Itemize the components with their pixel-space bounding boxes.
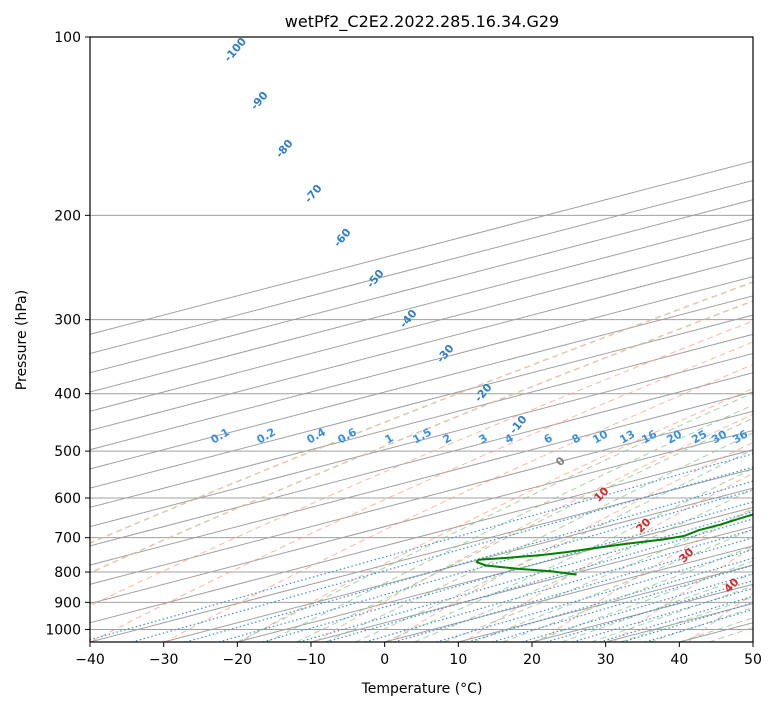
moist-adiabat — [355, 449, 753, 642]
mixing-ratio-line — [467, 557, 753, 642]
x-tick-label: 10 — [449, 652, 467, 668]
isotherm-line — [237, 506, 753, 642]
isotherm-line — [90, 449, 753, 624]
x-tick-label: −40 — [75, 652, 105, 668]
x-tick-label: 20 — [523, 652, 541, 668]
isotherm-line — [90, 179, 753, 355]
x-tick-label: −20 — [223, 652, 253, 668]
dry-adiabat — [613, 546, 753, 642]
y-tick-label: 300 — [54, 313, 81, 329]
y-tick-label: 900 — [54, 595, 81, 611]
x-tick-label: 40 — [670, 652, 688, 668]
isotherm-line — [90, 468, 753, 642]
chart-title: wetPf2_C2E2.2022.285.16.34.G29 — [285, 12, 559, 32]
moist-adiabat — [472, 528, 753, 642]
y-axis-title: Pressure (hPa) — [14, 290, 30, 390]
moist-adiabat — [531, 560, 753, 642]
isotherm-line — [90, 276, 753, 451]
isotherm-line — [90, 429, 753, 605]
x-tick-label: −10 — [296, 652, 326, 668]
dewpoint-profile-line — [475, 513, 753, 576]
mixing-ratio-line — [90, 453, 753, 641]
x-tick-label: 50 — [744, 652, 762, 668]
dry-adiabat — [90, 341, 753, 642]
isotherm-line — [90, 314, 753, 489]
dry-adiabat — [90, 320, 753, 607]
isotherm-line — [90, 218, 753, 393]
moist-adiabat — [237, 392, 753, 642]
isotherm-line — [90, 333, 753, 508]
dry-adiabat — [389, 441, 753, 642]
x-tick-label: 30 — [597, 652, 615, 668]
moist-adiabat — [384, 467, 753, 642]
mixing-ratio-line — [325, 518, 753, 642]
x-axis-title: Temperature (°C) — [361, 681, 483, 697]
isotherm-line — [90, 410, 753, 585]
profile-lines — [475, 513, 753, 576]
isotherm-line — [90, 237, 753, 412]
mixing-ratio-line — [185, 480, 753, 642]
y-tick-label: 500 — [54, 444, 81, 460]
y-tick-label: 100 — [54, 30, 81, 46]
x-tick-label: −30 — [149, 652, 179, 668]
y-tick-label: 200 — [54, 208, 81, 224]
moist-adiabat — [443, 509, 753, 642]
moist-adiabat — [266, 404, 753, 642]
y-tick-label: 700 — [54, 531, 81, 547]
dry-adiabat — [538, 507, 753, 642]
mixing-ratio-line — [131, 466, 753, 642]
y-tick-label: 400 — [54, 387, 81, 403]
y-tick-label: 800 — [54, 565, 81, 581]
isotherm-line — [90, 256, 753, 431]
mixing-ratio-line — [365, 529, 753, 642]
axes: −40 −30 −20 −10 0 10 20 30 40 50 100 200 300 400 500 60… — [45, 30, 762, 668]
isotherm-line — [163, 487, 753, 642]
dry-adiabat — [463, 472, 753, 642]
mixing-ratio-line — [299, 511, 753, 642]
mixing-ratio-line — [262, 501, 753, 642]
background-lines — [90, 37, 753, 642]
isotherm-line — [90, 372, 753, 547]
plot-frame — [89, 36, 754, 643]
mixing-ratio-line — [394, 537, 753, 642]
isotherm-line — [90, 199, 753, 374]
dry-adiabat — [165, 363, 753, 642]
moist-adiabat — [620, 596, 753, 642]
x-tick-label: 0 — [380, 652, 389, 668]
isotherm-line — [90, 391, 753, 566]
moist-adiabat — [325, 432, 753, 642]
isotherm-line — [310, 526, 753, 642]
y-tick-label: 600 — [54, 491, 81, 507]
dry-adiabat — [314, 413, 753, 642]
y-tick-label: 1000 — [45, 622, 81, 638]
dry-adiabat — [239, 387, 753, 642]
isotherm-line — [90, 295, 753, 470]
mixing-ratio-line — [218, 489, 753, 642]
mixing-ratio-line — [645, 608, 753, 642]
